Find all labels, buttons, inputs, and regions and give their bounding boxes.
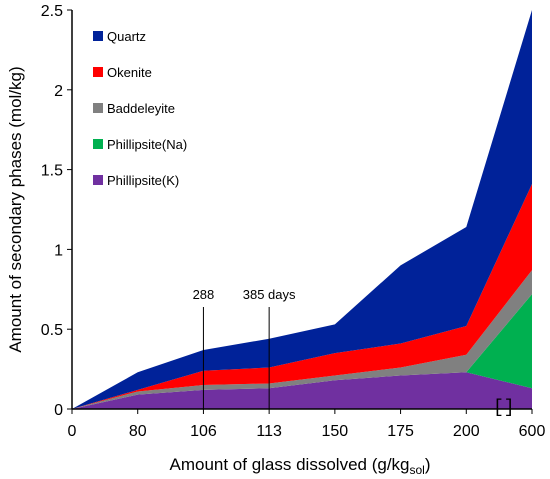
- legend-swatch-phillipsite-k: [93, 175, 103, 185]
- x-tick-label: 600: [519, 423, 546, 440]
- legend-label-phillipsite-k: Phillipsite(K): [107, 173, 179, 188]
- annotation-label-288: 288: [193, 287, 215, 302]
- legend-label-quartz: Quartz: [107, 29, 146, 44]
- tick-labels: 0 0.5 1 1.5 2 2.5 0 80 106 113 150 175 200 600: [41, 3, 546, 440]
- area-baddeleyite: [72, 270, 532, 409]
- x-tick-label: 113: [256, 423, 282, 440]
- x-axis-label-close: ): [425, 455, 431, 474]
- area-okenite: [72, 183, 532, 409]
- x-tick-label: 106: [190, 423, 217, 440]
- annotation-label-385-days: 385 days: [243, 287, 296, 302]
- legend-swatch-okenite: [93, 67, 103, 77]
- x-tick-label: 200: [453, 423, 480, 440]
- axis-break-mark: []: [493, 398, 515, 418]
- legend: Quartz Okenite Baddeleyite Phillipsite(Na) P…: [93, 29, 187, 188]
- x-tick-label: 150: [322, 423, 349, 440]
- x-axis-label-main: Amount of glass dissolved (g/kg: [169, 455, 409, 474]
- legend-swatch-quartz: [93, 31, 103, 41]
- y-tick-label: 0.5: [41, 322, 63, 339]
- y-tick-label: 2: [54, 83, 63, 100]
- annotations: 288 385 days: [193, 287, 296, 409]
- area-phillipsite-k: [72, 372, 532, 409]
- x-tick-label: 0: [68, 423, 77, 440]
- x-axis-label: Amount of glass dissolved (g/kgsol): [169, 455, 430, 477]
- x-tick-label: 175: [387, 423, 414, 440]
- y-tick-label: 1.5: [41, 163, 63, 180]
- legend-swatch-baddeleyite: [93, 103, 103, 113]
- legend-swatch-phillipsite-na: [93, 139, 103, 149]
- y-tick-label: 1: [54, 242, 63, 259]
- x-tick-label: 80: [129, 423, 147, 440]
- y-axis-label: Amount of secondary phases (mol/kg): [6, 66, 25, 352]
- area-layers: [72, 10, 532, 409]
- legend-label-phillipsite-na: Phillipsite(Na): [107, 137, 187, 152]
- y-tick-label: 2.5: [41, 3, 63, 20]
- axes: [71, 10, 532, 410]
- y-tick-label: 0: [54, 402, 63, 419]
- legend-label-baddeleyite: Baddeleyite: [107, 101, 175, 116]
- x-axis-label-subscript: sol: [410, 463, 425, 477]
- legend-label-okenite: Okenite: [107, 65, 152, 80]
- area-quartz: [72, 10, 532, 409]
